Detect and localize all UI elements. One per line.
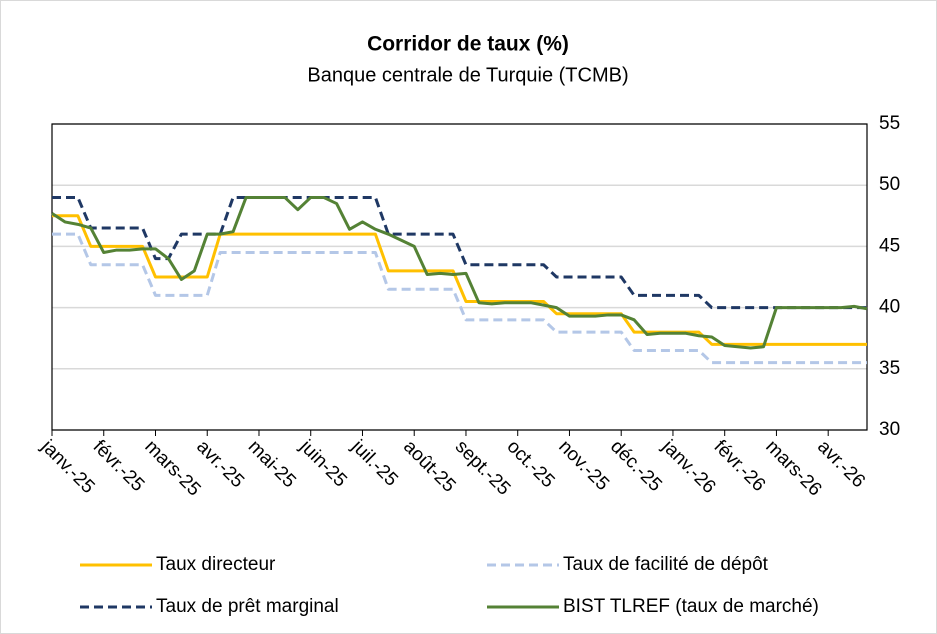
y-tick-label: 45 [879, 235, 900, 256]
chart-subtitle: Banque centrale de Turquie (TCMB) [307, 64, 628, 86]
legend-label: BIST TLREF (taux de marché) [563, 596, 819, 617]
y-tick-label: 55 [879, 113, 900, 134]
legend-label: Taux de facilité de dépôt [563, 554, 769, 575]
y-tick-label: 35 [879, 358, 900, 379]
chart-title: Corridor de taux (%) [367, 33, 569, 56]
y-tick-label: 50 [879, 174, 900, 195]
series-line [51, 195, 868, 350]
series-line [52, 232, 867, 365]
y-tick-label: 40 [879, 297, 900, 318]
legend-label: Taux directeur [156, 554, 276, 575]
series-line [52, 214, 867, 346]
legend-label: Taux de prêt marginal [156, 596, 339, 617]
y-tick-label: 30 [879, 419, 900, 440]
series-line [52, 195, 867, 310]
plot-border [51, 123, 868, 431]
